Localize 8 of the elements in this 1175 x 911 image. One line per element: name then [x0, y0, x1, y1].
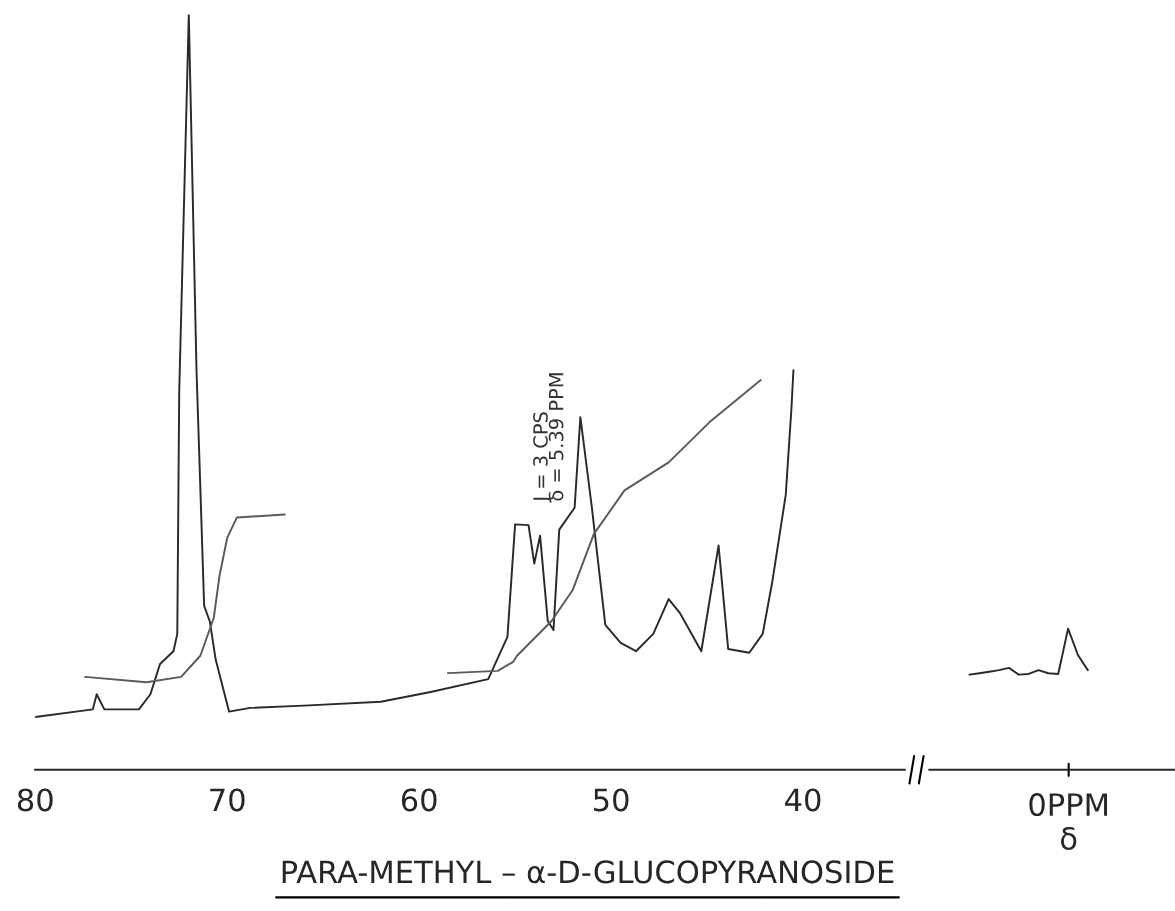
text: δ: [1061, 826, 1077, 851]
text: PARA-METHYL – α-D-GLUCOPYRANOSIDE: [282, 860, 894, 884]
x-tick-label: 50: [594, 788, 629, 812]
x-tick-label: 70: [210, 788, 245, 812]
x-tick-label: 40: [785, 788, 821, 812]
text: 0PPM: [1029, 792, 1108, 817]
x-tick-label: 60: [401, 788, 437, 812]
x-tick-label: 80: [17, 788, 53, 812]
